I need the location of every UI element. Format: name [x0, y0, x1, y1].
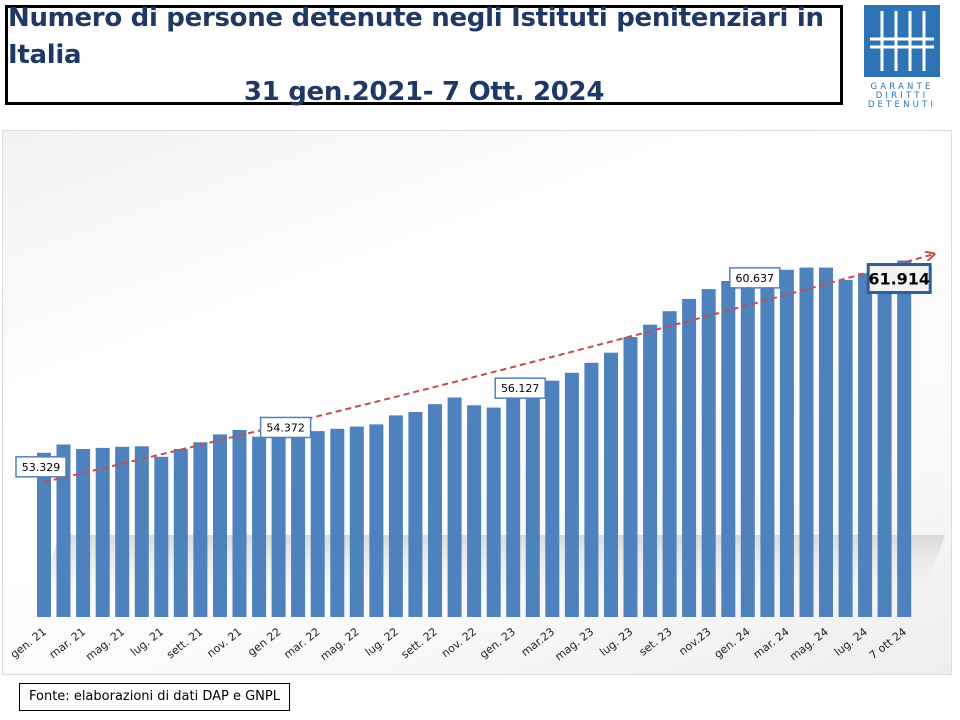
bar: [291, 430, 306, 617]
bar: [819, 267, 833, 617]
x-tick-label: set. 23: [637, 625, 675, 659]
x-tick-label: gen 22: [245, 625, 283, 659]
bar: [643, 324, 658, 617]
bar: [486, 407, 501, 617]
bar: [330, 428, 345, 617]
bar: [623, 337, 638, 617]
x-tick-label: mag. 21: [83, 625, 127, 663]
bar: [369, 424, 384, 617]
x-tick-label: gen. 24: [712, 625, 753, 661]
bar: [467, 405, 482, 617]
bar: [232, 430, 247, 617]
bar: [799, 267, 814, 617]
x-tick-label: sett. 21: [164, 625, 205, 661]
source-note: Fonte: elaborazioni di dati DAP e GNPL: [19, 683, 290, 711]
bar: [701, 289, 716, 617]
bar: [408, 412, 423, 617]
bar: [877, 270, 892, 617]
bar: [447, 397, 462, 617]
bar: [95, 447, 110, 617]
x-tick-label: mar. 21: [47, 625, 88, 661]
bar: [252, 436, 267, 617]
bar: [134, 446, 149, 617]
data-label: 53.329: [15, 456, 67, 478]
bar: [115, 446, 130, 617]
logo-text-garante: GARANTE: [870, 82, 934, 92]
bar: [213, 434, 227, 617]
bar: [858, 273, 873, 617]
bar: [721, 281, 736, 617]
bar: [897, 260, 912, 617]
x-tick-label: nov.23: [676, 625, 713, 658]
bar: [193, 442, 208, 617]
x-tick-label: lug. 23: [597, 625, 635, 659]
bar: [271, 429, 286, 617]
bar: [76, 449, 91, 617]
x-tick-label: mar. 22: [281, 625, 322, 661]
bar: [37, 452, 51, 617]
bar: [740, 279, 755, 617]
bar: [662, 311, 677, 617]
x-tick-label: sett. 22: [399, 625, 440, 661]
svg-text:60.637: 60.637: [736, 272, 775, 285]
x-tick-label: mag. 24: [787, 625, 831, 663]
svg-text:56.127: 56.127: [501, 382, 540, 395]
x-tick-label: mag. 22: [318, 625, 362, 663]
bar: [56, 444, 71, 617]
data-label: 60.637: [729, 267, 781, 289]
x-tick-label: lug. 24: [832, 625, 870, 659]
x-tick-label: lug. 21: [128, 625, 166, 659]
x-tick-label: gen. 23: [477, 625, 518, 661]
x-tick-label: lug. 22: [363, 625, 401, 659]
data-label: 61.914: [866, 263, 932, 295]
bar: [428, 404, 442, 617]
bar: [173, 449, 188, 617]
logo-text-detenuti: DETENUTI: [867, 100, 937, 110]
x-tick-label: mag. 23: [552, 625, 596, 663]
bar: [584, 362, 599, 617]
x-tick-label: nov. 22: [439, 625, 479, 660]
bar: [525, 389, 540, 617]
bar: [154, 456, 169, 617]
title-box: Numero di persone detenute negli Istitut…: [5, 3, 843, 107]
trend-line: [43, 254, 934, 484]
bar: [310, 431, 325, 617]
chart-title: Numero di persone detenute negli Istitut…: [8, 2, 824, 70]
svg-text:53.329: 53.329: [22, 461, 61, 474]
x-tick-label: mar.23: [519, 625, 557, 659]
x-tick-label: gen. 21: [8, 625, 49, 661]
bar: [682, 298, 697, 617]
logo-text-diritti: DIRITTI: [875, 91, 929, 101]
x-tick-label: nov. 21: [205, 625, 245, 660]
bar: [838, 279, 853, 617]
garante-logo: GARANTE DIRITTI DETENUTI: [862, 3, 942, 115]
bar: [604, 352, 618, 617]
bar: [349, 426, 364, 617]
bar: [388, 415, 403, 617]
bar: [545, 380, 560, 617]
bar: [760, 274, 775, 617]
svg-text:61.914: 61.914: [868, 270, 930, 289]
bar: [506, 390, 521, 617]
x-tick-label: mar. 24: [751, 625, 792, 661]
data-label: 54.372: [259, 416, 312, 439]
garante-logo-mark: [864, 5, 940, 77]
chart-subtitle: 31 gen.2021- 7 Ott. 2024: [243, 76, 605, 107]
data-label: 56.127: [494, 377, 546, 399]
svg-text:54.372: 54.372: [266, 421, 305, 434]
bar: [779, 269, 794, 617]
bar: [564, 372, 579, 617]
x-tick-label: 7 ott 24: [867, 625, 909, 662]
